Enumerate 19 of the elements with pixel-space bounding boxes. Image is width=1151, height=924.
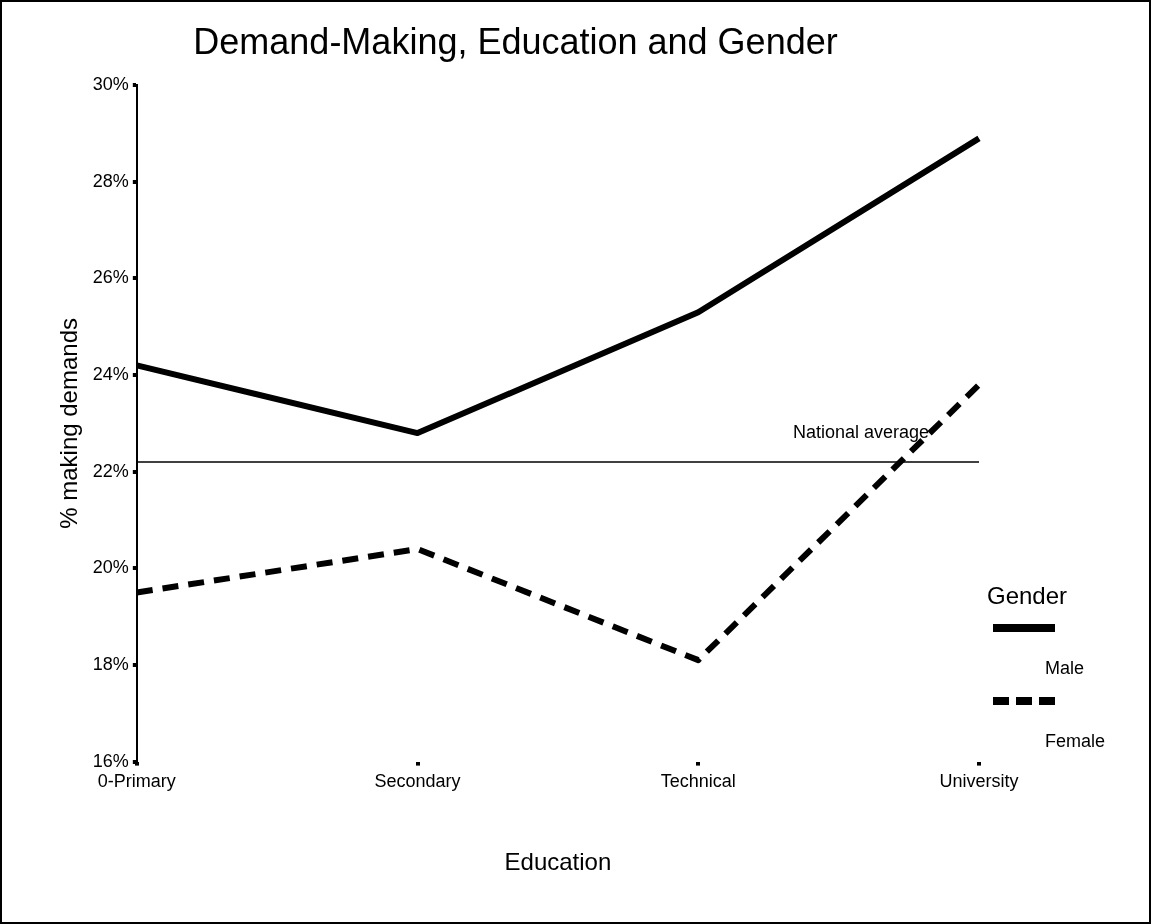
y-tick-label: 16% [92,750,129,771]
legend-title: Gender [987,582,1069,610]
chart-title: Demand-Making, Education and Gender [193,20,838,62]
y-tick-label: 20% [92,557,129,578]
y-tick-label: 30% [92,74,129,95]
y-tick-label: 18% [92,653,129,674]
y-tick-label: 22% [92,460,129,481]
x-tick-label: University [939,771,1019,792]
x-tick-label: Secondary [374,771,461,792]
y-tick-label: 24% [92,364,129,385]
text: Male [1045,658,1085,679]
y-tick-label: 26% [92,267,129,288]
x-tick-label: 0-Primary [97,771,176,792]
y-axis-title: % making demands [55,318,83,529]
x-tick-label: Technical [660,771,736,792]
y-tick-label: 28% [92,170,129,191]
x-axis-title: Education [504,848,612,876]
ref-line-label: National average [792,422,929,443]
text: Female [1045,731,1106,752]
